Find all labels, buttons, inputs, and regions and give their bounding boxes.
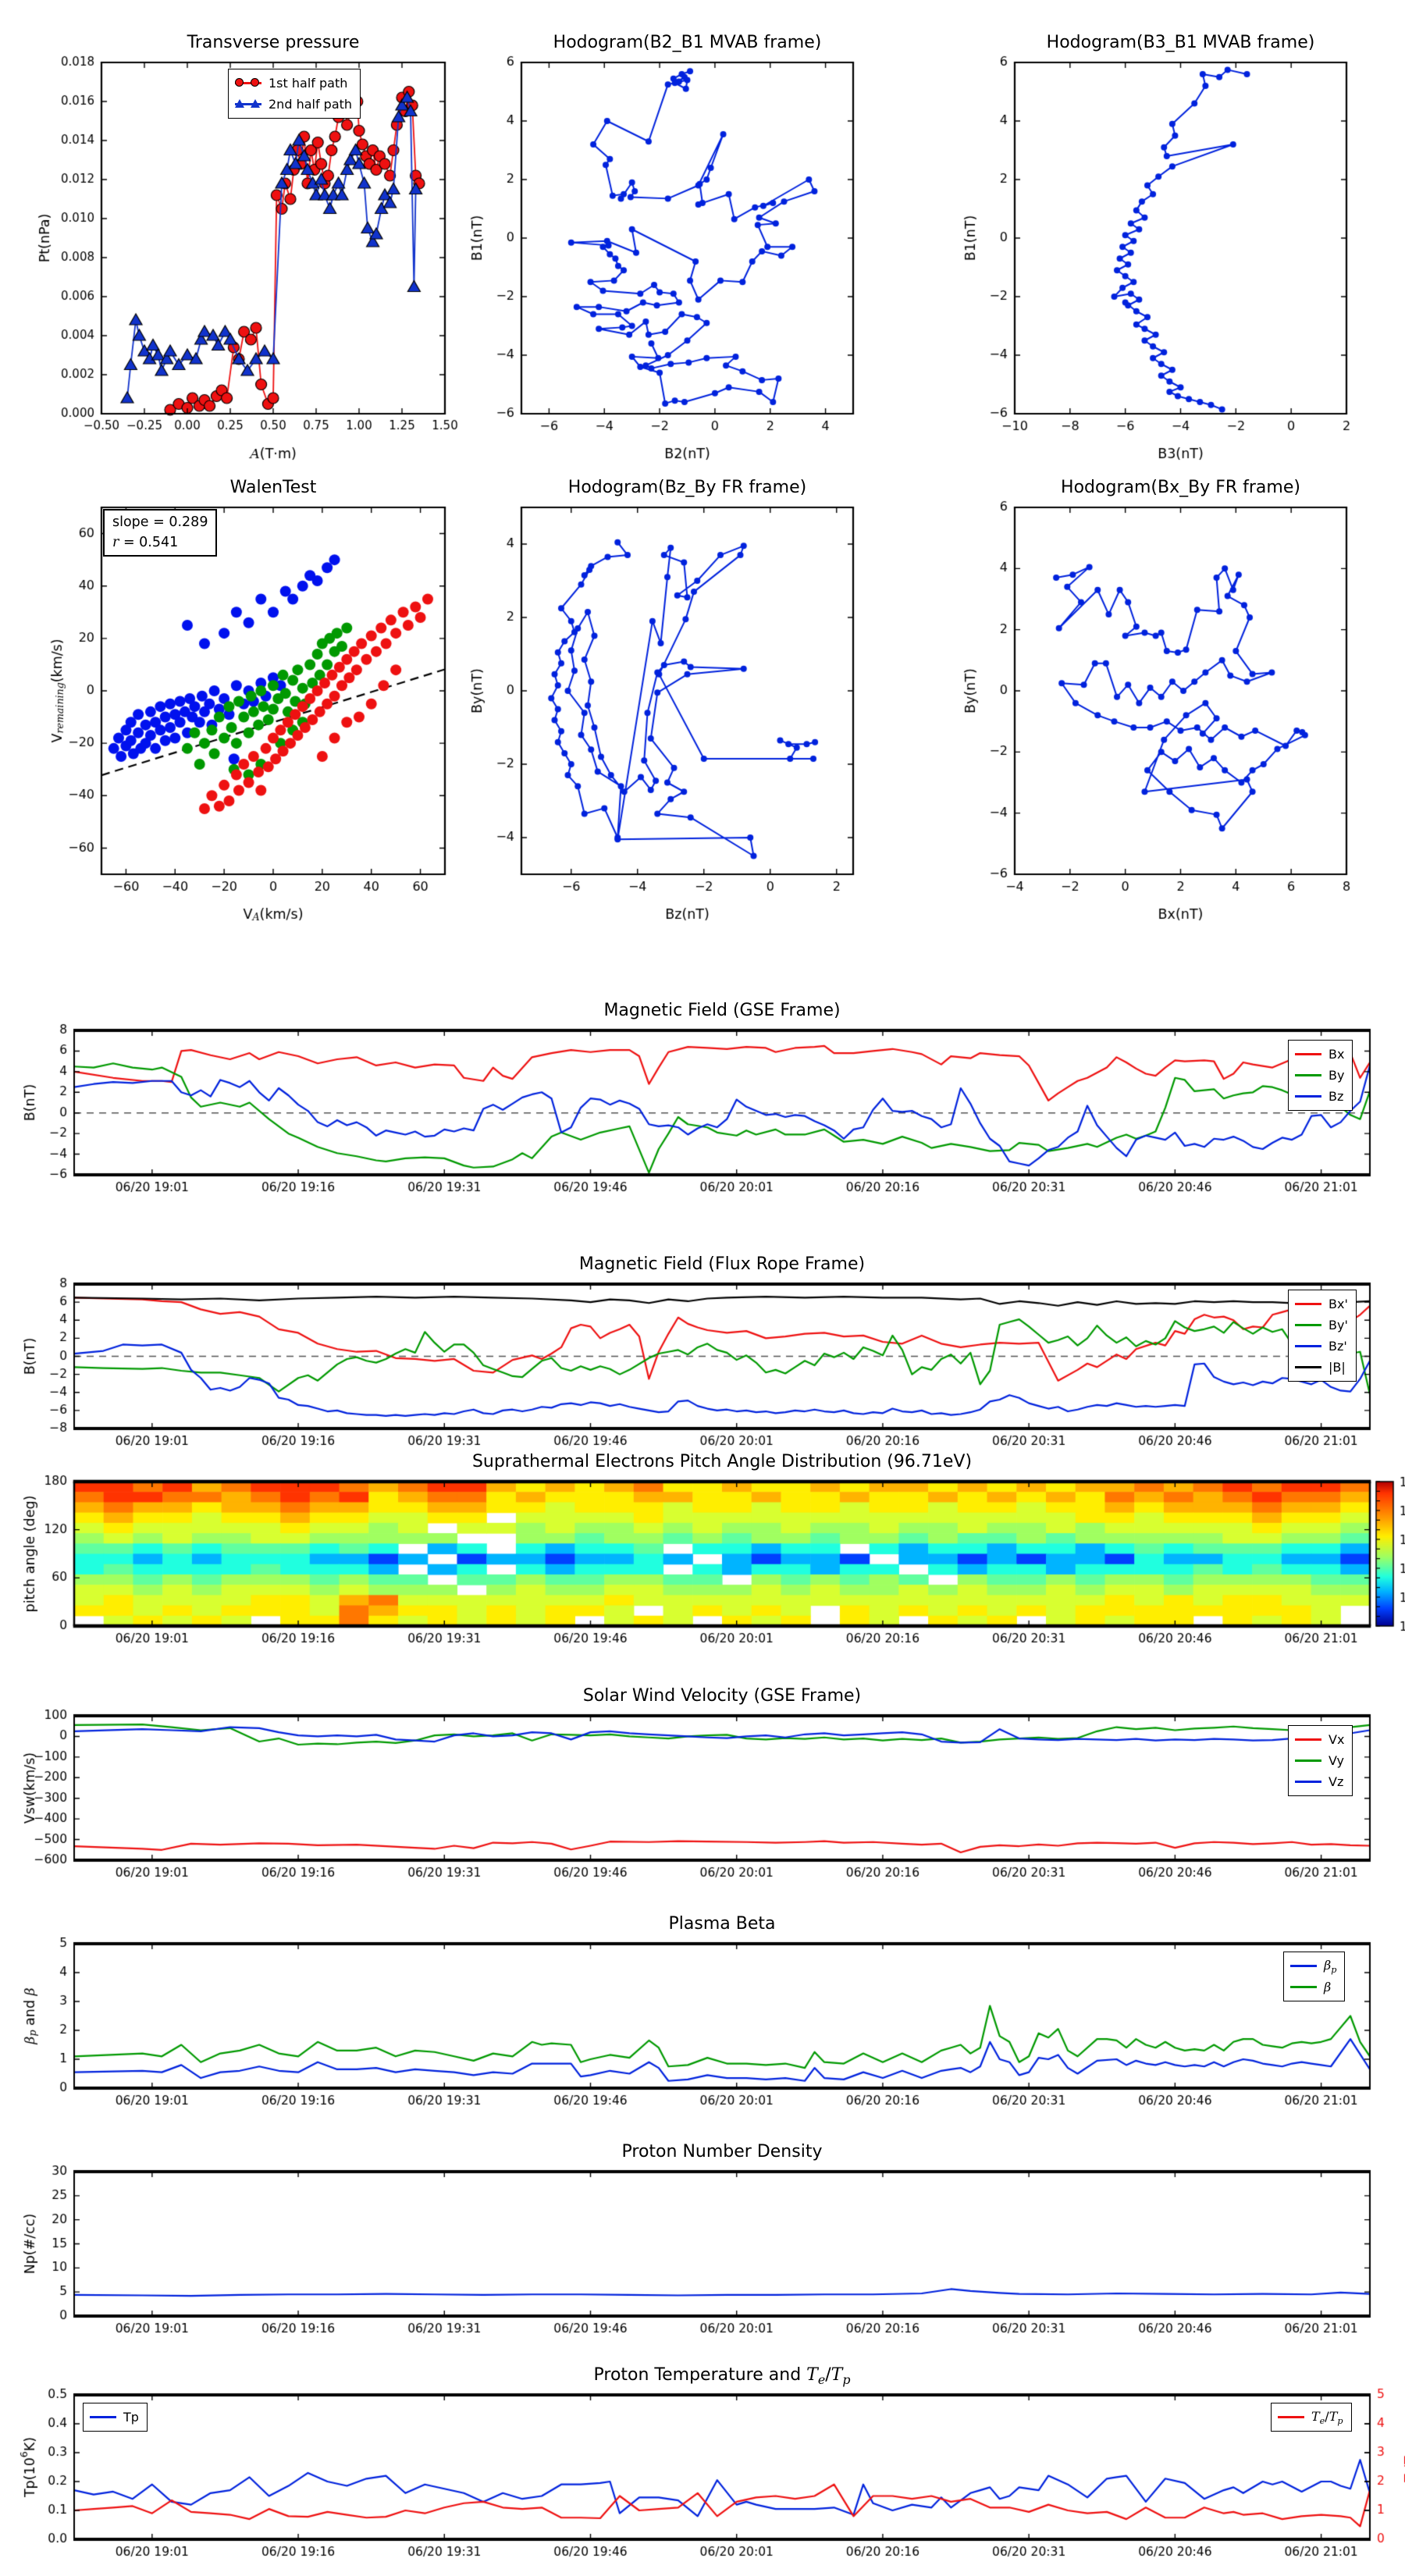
- title-hodogram-b2-b1: Hodogram(B2_B1 MVAB frame): [553, 33, 822, 52]
- line-marker-icon: [1295, 1319, 1321, 1331]
- title-temp-slash: /: [825, 2365, 831, 2385]
- line-marker-icon: [1295, 1755, 1321, 1767]
- title-plasma-beta: Plasma Beta: [668, 1914, 776, 1934]
- legend-label: β: [1324, 1980, 1332, 1994]
- triangle-marker-icon: [235, 98, 261, 110]
- legend-velocity: Vx Vy Vz: [1288, 1725, 1353, 1796]
- legend-label: Bx: [1329, 1047, 1345, 1062]
- line-marker-icon: [1295, 1361, 1321, 1373]
- legend-item: Te/Tp: [1278, 2407, 1343, 2428]
- legend-label: Bx': [1329, 1297, 1348, 1311]
- legend-item: βp: [1290, 1955, 1336, 1976]
- legend-item: |B|: [1295, 1357, 1348, 1378]
- legend-label: By': [1329, 1318, 1348, 1332]
- line-marker-icon: [1295, 1340, 1321, 1352]
- title-temp-sub-e: e: [817, 2371, 826, 2387]
- title-proton-density: Proton Number Density: [621, 2142, 823, 2161]
- legend-te-tp: Te/Tp: [1271, 2403, 1352, 2432]
- line-marker-icon: [1295, 1091, 1321, 1102]
- legend-item: Bz: [1295, 1086, 1344, 1107]
- line-marker-icon: [1278, 2411, 1304, 2423]
- legend-item: Bx': [1295, 1293, 1348, 1315]
- legend-label: By: [1329, 1068, 1345, 1083]
- legend-item: By: [1295, 1065, 1344, 1086]
- title-hodogram-bz-by: Hodogram(Bz_By FR frame): [567, 478, 807, 497]
- legend-tp: Tp: [83, 2403, 148, 2432]
- title-hodogram-b3-b1: Hodogram(B3_B1 MVAB frame): [1046, 33, 1315, 52]
- legend-item: Bz': [1295, 1336, 1348, 1357]
- legend-item: Bx: [1295, 1044, 1344, 1065]
- legend-label: 2nd half path: [269, 97, 353, 112]
- title-temp-sub-p: p: [842, 2371, 851, 2387]
- legend-label: Tp: [123, 2410, 139, 2425]
- title-transverse-pressure: Transverse pressure: [187, 33, 360, 52]
- line-marker-icon: [1295, 1069, 1321, 1081]
- line-marker-icon: [1295, 1048, 1321, 1060]
- legend-item: Tp: [90, 2407, 139, 2428]
- walen-fit-annotation: slope = 0.289 r = 0.541: [103, 509, 218, 557]
- title-walen-test: WalenTest: [229, 478, 317, 497]
- legend-label: Vy: [1329, 1753, 1344, 1768]
- title-hodogram-bx-by: Hodogram(Bx_By FR frame): [1061, 478, 1300, 497]
- legend-item: 2nd half path: [235, 94, 352, 115]
- legend-label: |B|: [1329, 1360, 1346, 1375]
- line-marker-icon: [1295, 1298, 1321, 1310]
- legend-item: By': [1295, 1315, 1348, 1336]
- walen-r-text: r = 0.541: [112, 535, 179, 551]
- legend-item: β: [1290, 1976, 1336, 1998]
- legend-label: Bz': [1329, 1339, 1347, 1354]
- title-temp-tp: T: [831, 2365, 843, 2385]
- line-marker-icon: [1295, 1776, 1321, 1788]
- legend-label: Te/Tp: [1311, 2408, 1343, 2426]
- legend-item: 1st half path: [235, 73, 352, 94]
- legend-mag-gse: Bx By Bz: [1288, 1040, 1353, 1111]
- line-marker-icon: [1290, 1960, 1317, 1972]
- title-temp-te: T: [806, 2365, 818, 2385]
- legend-item: Vy: [1295, 1750, 1344, 1771]
- title-proton-temperature: Proton Temperature and Te/Tp: [74, 2365, 1370, 2387]
- title-velocity: Solar Wind Velocity (GSE Frame): [582, 1686, 862, 1706]
- title-pad-spectrogram: Suprathermal Electrons Pitch Angle Distr…: [471, 1452, 973, 1471]
- legend-item: Vx: [1295, 1729, 1344, 1750]
- legend-label: Vx: [1329, 1732, 1345, 1747]
- walen-slope-text: slope = 0.289: [112, 514, 208, 530]
- line-marker-icon: [90, 2411, 116, 2423]
- legend-label: 1st half path: [269, 76, 348, 91]
- legend-label: Bz: [1329, 1089, 1344, 1104]
- legend-item: Vz: [1295, 1771, 1344, 1792]
- title-mag-fr: Magnetic Field (Flux Rope Frame): [578, 1254, 866, 1274]
- legend-label: βp: [1324, 1957, 1337, 1975]
- title-mag-gse: Magnetic Field (GSE Frame): [603, 1001, 841, 1020]
- legend-mag-fr: Bx' By' Bz' |B|: [1288, 1290, 1357, 1382]
- legend-plasma-beta: βp β: [1283, 1952, 1346, 2001]
- line-marker-icon: [1290, 1981, 1317, 1993]
- circle-marker-icon: [235, 77, 261, 89]
- legend-label: Vz: [1329, 1774, 1344, 1789]
- line-marker-icon: [1295, 1734, 1321, 1745]
- title-temp-pre: Proton Temperature and: [593, 2365, 807, 2385]
- legend-path-halves: 1st half path 2nd half path: [228, 69, 361, 119]
